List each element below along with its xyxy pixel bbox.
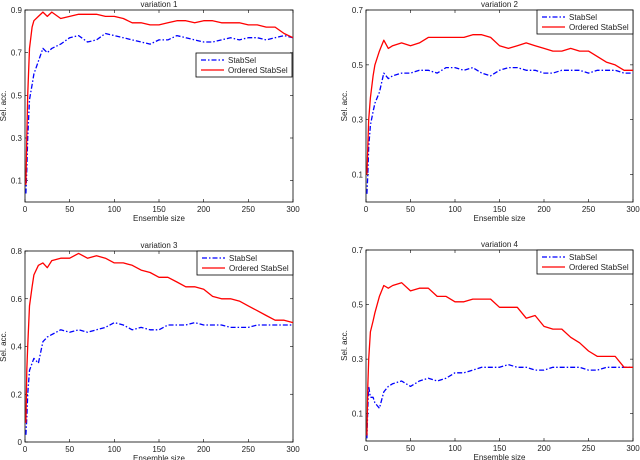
x-tick-label: 0 <box>364 205 369 214</box>
x-tick-label: 50 <box>65 205 74 214</box>
legend-label: Ordered StabSel <box>228 66 288 75</box>
x-tick-label: 50 <box>65 445 74 454</box>
y-tick-label: 0.7 <box>352 246 364 255</box>
legend-label: StabSel <box>569 253 597 262</box>
y-tick-label: 0.7 <box>352 6 364 15</box>
x-tick-label: 150 <box>152 205 166 214</box>
x-tick-label: 250 <box>582 444 596 453</box>
y-tick-label: 0.5 <box>11 91 23 100</box>
legend-label: StabSel <box>569 13 597 22</box>
y-axis-label: Sel. acc. <box>340 330 349 361</box>
legend-box <box>196 250 294 276</box>
y-tick-label: 0.4 <box>11 343 23 352</box>
chart-title: variation 3 <box>141 241 178 250</box>
x-tick-label: 0 <box>23 445 28 454</box>
x-tick-label: 100 <box>108 205 122 214</box>
legend-label: Ordered StabSel <box>569 263 629 272</box>
x-tick-label: 200 <box>537 444 551 453</box>
y-axis-label: Sel. acc. <box>0 91 8 122</box>
x-tick-label: 200 <box>197 445 211 454</box>
x-tick-label: 300 <box>626 444 640 453</box>
y-tick-label: 0.5 <box>352 61 364 70</box>
x-axis-label: Ensemble size <box>133 454 186 460</box>
x-tick-label: 50 <box>406 205 415 214</box>
legend-box <box>536 249 634 275</box>
axes-box <box>365 9 634 203</box>
series-line-stabsel <box>25 32 294 194</box>
legend-box <box>195 52 293 78</box>
y-tick-label: 0.2 <box>11 390 23 399</box>
x-tick-label: 100 <box>108 445 122 454</box>
x-tick-label: 200 <box>197 205 211 214</box>
y-tick-label: 0 <box>18 438 23 447</box>
x-tick-label: 50 <box>406 444 415 453</box>
x-tick-label: 300 <box>626 205 640 214</box>
subplot-3: variation 3 0 50 100 150 200 250 300 0 0.2 0.4 0.6 0… <box>0 241 300 460</box>
axes-box <box>24 9 294 203</box>
y-tick-label: 0.7 <box>11 49 23 58</box>
y-tick-label: 0.3 <box>11 134 23 143</box>
subplot-1: variation 1 0 50 100 150 200 250 300 0.1 0.3 0.5 0.… <box>0 0 300 223</box>
series-line-ordered-stabsel <box>25 252 294 423</box>
y-axis-label: Sel. acc. <box>340 91 349 122</box>
x-tick-label: 100 <box>448 205 462 214</box>
legend-label: StabSel <box>228 56 256 65</box>
series-line-ordered-stabsel <box>366 34 633 175</box>
x-tick-label: 150 <box>493 444 507 453</box>
x-tick-label: 250 <box>582 205 596 214</box>
legend-label: Ordered StabSel <box>229 264 289 273</box>
y-tick-label: 0.9 <box>11 6 23 15</box>
axes-box <box>365 249 634 442</box>
series-line-stabsel <box>366 66 633 194</box>
y-axis-label: Sel. acc. <box>0 331 8 362</box>
subplot-2: variation 2 0 50 100 150 200 250 300 0.1 0.3 0.5 0.… <box>340 0 640 223</box>
axes-box <box>24 250 294 443</box>
x-tick-label: 100 <box>448 444 462 453</box>
series-line-stabsel <box>25 321 293 435</box>
x-tick-label: 150 <box>152 445 166 454</box>
series-line-ordered-stabsel <box>366 282 633 436</box>
x-tick-label: 0 <box>364 444 369 453</box>
y-tick-label: 0.3 <box>352 355 364 364</box>
chart-title: variation 2 <box>481 0 518 9</box>
x-axis-label: Ensemble size <box>473 453 526 460</box>
y-tick-label: 0.1 <box>352 171 364 180</box>
x-tick-label: 300 <box>286 445 300 454</box>
y-tick-label: 0.5 <box>352 301 364 310</box>
x-tick-label: 250 <box>242 445 256 454</box>
x-axis-label: Ensemble size <box>473 214 526 223</box>
y-tick-label: 0.8 <box>11 247 23 256</box>
series-line-ordered-stabsel <box>25 11 294 185</box>
legend-label: StabSel <box>229 254 257 263</box>
x-axis-label: Ensemble size <box>133 214 186 223</box>
x-tick-label: 0 <box>23 205 28 214</box>
y-tick-label: 0.1 <box>352 410 364 419</box>
y-tick-label: 0.6 <box>11 295 23 304</box>
legend-box <box>536 9 634 35</box>
x-tick-label: 250 <box>242 205 256 214</box>
x-tick-label: 300 <box>286 205 300 214</box>
chart-title: variation 1 <box>141 0 178 9</box>
x-tick-label: 200 <box>537 205 551 214</box>
subplot-4: variation 4 0 50 100 150 200 250 300 0.1 0.3 0.5 0.… <box>340 240 640 460</box>
x-tick-label: 150 <box>493 205 507 214</box>
y-tick-label: 0.3 <box>352 116 364 125</box>
y-tick-label: 0.1 <box>11 177 23 186</box>
legend-label: Ordered StabSel <box>569 23 629 32</box>
chart-title: variation 4 <box>481 240 518 249</box>
